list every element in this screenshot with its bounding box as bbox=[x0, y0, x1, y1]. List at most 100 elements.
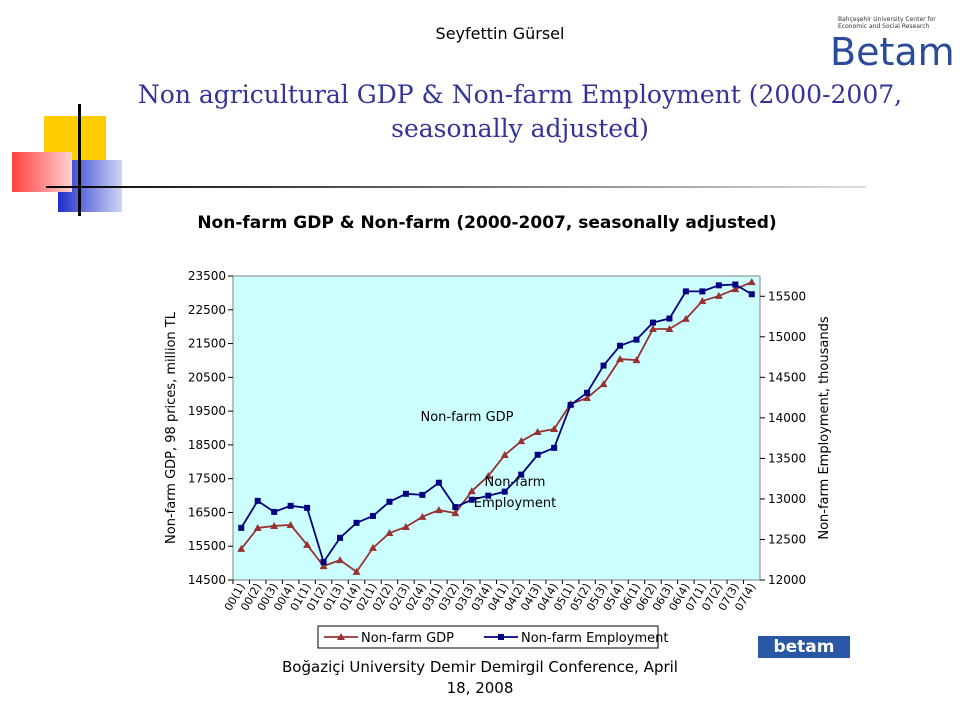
marker bbox=[434, 506, 443, 514]
logo-subtitle: Bahçeşehir University Center for Economi… bbox=[838, 16, 936, 30]
marker bbox=[748, 291, 755, 298]
marker bbox=[237, 544, 246, 552]
marker bbox=[533, 428, 542, 436]
annotation: Non-farm bbox=[485, 475, 546, 490]
y2-tick-label: 12500 bbox=[768, 532, 806, 546]
annotation: Employment bbox=[474, 496, 556, 511]
y2-tick-label: 15000 bbox=[768, 330, 806, 344]
footer: Boğaziçi University Demir Demirgil Confe… bbox=[282, 658, 678, 697]
marker bbox=[666, 315, 673, 322]
deco bbox=[46, 186, 866, 188]
marker bbox=[337, 534, 344, 541]
legend-marker bbox=[337, 633, 345, 640]
marker bbox=[500, 451, 509, 459]
marker bbox=[534, 451, 541, 458]
marker bbox=[731, 285, 740, 293]
marker bbox=[352, 567, 361, 575]
y-tick-label: 16500 bbox=[188, 505, 226, 519]
marker bbox=[584, 389, 591, 396]
marker bbox=[303, 540, 312, 548]
marker bbox=[484, 471, 493, 479]
y-tick-label: 20500 bbox=[188, 370, 226, 384]
marker bbox=[518, 471, 525, 478]
marker bbox=[451, 509, 460, 517]
marker bbox=[419, 491, 426, 498]
y-tick-label: 15500 bbox=[188, 539, 226, 553]
marker bbox=[617, 342, 624, 349]
legend-marker bbox=[498, 634, 504, 640]
marker bbox=[648, 325, 657, 333]
marker bbox=[271, 508, 278, 515]
marker bbox=[485, 492, 492, 499]
marker bbox=[286, 520, 295, 528]
marker bbox=[467, 487, 476, 495]
marker bbox=[699, 288, 706, 295]
marker bbox=[270, 521, 279, 529]
y-tick-label: 18500 bbox=[188, 438, 226, 452]
marker bbox=[632, 356, 641, 364]
marker bbox=[320, 559, 327, 566]
marker bbox=[418, 512, 427, 520]
y-tick-label: 21500 bbox=[188, 337, 226, 351]
marker bbox=[732, 281, 739, 288]
marker bbox=[386, 498, 393, 505]
marker bbox=[715, 282, 722, 289]
marker bbox=[319, 562, 328, 570]
marker bbox=[633, 336, 640, 343]
y-axis-label: Non-farm GDP, 98 prices, million TL bbox=[164, 311, 179, 544]
marker bbox=[501, 488, 508, 495]
marker bbox=[747, 278, 756, 286]
y2-tick-label: 13000 bbox=[768, 492, 806, 506]
chart-title: Non-farm GDP & Non-farm (2000-2007, seas… bbox=[197, 213, 776, 233]
marker bbox=[550, 425, 559, 433]
marker bbox=[385, 529, 394, 537]
marker bbox=[599, 380, 608, 388]
legend-label: Non-farm Employment bbox=[521, 631, 668, 646]
marker bbox=[402, 490, 409, 497]
marker bbox=[567, 401, 574, 408]
marker bbox=[682, 288, 689, 295]
marker bbox=[253, 523, 262, 531]
marker bbox=[369, 512, 376, 519]
y-tick-label: 19500 bbox=[188, 404, 226, 418]
marker bbox=[698, 296, 707, 304]
y2-tick-label: 12000 bbox=[768, 573, 806, 587]
legend-label: Non-farm GDP bbox=[361, 631, 454, 646]
logo-small: betam bbox=[758, 636, 850, 658]
marker bbox=[616, 355, 625, 363]
marker bbox=[452, 504, 459, 511]
marker bbox=[583, 393, 592, 401]
marker bbox=[551, 444, 558, 451]
annotation: Non-farm GDP bbox=[421, 410, 514, 425]
y2-tick-label: 13500 bbox=[768, 451, 806, 465]
marker bbox=[714, 291, 723, 299]
deco bbox=[12, 152, 72, 192]
y2-tick-label: 15500 bbox=[768, 289, 806, 303]
y2-axis-label: Non-farm Employment, thousands bbox=[817, 316, 832, 539]
y-tick-label: 23500 bbox=[188, 269, 226, 283]
marker bbox=[665, 325, 674, 333]
marker bbox=[401, 522, 410, 530]
marker bbox=[517, 437, 526, 445]
marker bbox=[287, 502, 294, 509]
y2-tick-label: 14500 bbox=[768, 370, 806, 384]
marker bbox=[353, 519, 360, 526]
marker bbox=[468, 496, 475, 503]
marker bbox=[435, 479, 442, 486]
marker bbox=[600, 362, 607, 369]
marker bbox=[368, 543, 377, 551]
y-tick-label: 14500 bbox=[188, 573, 226, 587]
marker bbox=[649, 319, 656, 326]
marker bbox=[238, 524, 245, 531]
y-tick-label: 17500 bbox=[188, 472, 226, 486]
marker bbox=[336, 556, 345, 564]
y2-tick-label: 14000 bbox=[768, 411, 806, 425]
slide-title: Non agricultural GDP & Non-farm Employme… bbox=[137, 80, 903, 143]
y-tick-label: 22500 bbox=[188, 303, 226, 317]
marker bbox=[304, 504, 311, 511]
marker bbox=[254, 497, 261, 504]
logo: Betam bbox=[830, 30, 955, 74]
deco bbox=[78, 104, 81, 216]
